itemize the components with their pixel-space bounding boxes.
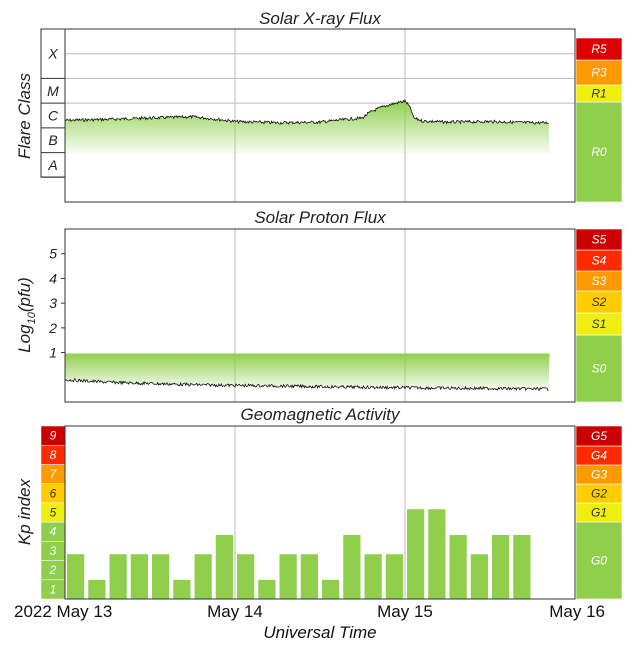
proton-tick-1: 1 <box>49 345 57 361</box>
scale-label: R0 <box>591 145 607 159</box>
kp-bar <box>173 579 191 599</box>
scale-label: S1 <box>592 317 607 331</box>
flare-class-c: C <box>48 108 59 124</box>
xray-flux-fill <box>65 100 550 154</box>
xray-y-label: Flare Class <box>15 73 34 159</box>
geomag-frame <box>64 425 576 600</box>
kp-bar <box>300 554 318 599</box>
scale-label: S2 <box>592 295 607 309</box>
kp-bar <box>109 554 127 599</box>
kp-bar <box>492 534 510 599</box>
kp-bar <box>343 534 361 599</box>
proton-flux-line <box>64 378 549 392</box>
kp-bar <box>279 554 297 599</box>
xray-frame <box>64 28 576 203</box>
kp-bar <box>194 554 212 599</box>
kp-bar <box>258 579 276 599</box>
proton-s-scale: S0 S1 S2 S3 S4 S5 <box>575 228 623 403</box>
geomag-grid <box>234 426 406 599</box>
x-axis-title: Universal Time <box>263 623 376 642</box>
flare-class-b: B <box>48 132 57 148</box>
scale-r5 <box>575 37 623 61</box>
proton-title: Solar Proton Flux <box>254 208 386 227</box>
scale-s0 <box>575 334 623 403</box>
x-axis-date-label: May 16 <box>549 602 605 621</box>
scale-label: R3 <box>591 66 607 80</box>
kp-bar <box>237 554 255 599</box>
kp-bar <box>470 554 488 599</box>
scale-g5 <box>575 425 623 447</box>
scale-label: S5 <box>592 233 607 247</box>
kp-level-label: 5 <box>50 506 57 520</box>
proton-y-ticks: 1 2 3 4 5 <box>48 246 65 361</box>
kp-bar <box>67 554 85 599</box>
flare-class-x: X <box>47 46 58 62</box>
scale-label: S4 <box>592 254 607 268</box>
x-axis-date-label: 2022 May 13 <box>14 602 112 621</box>
flare-class-m: M <box>47 83 59 99</box>
x-axis-date-label: May 15 <box>377 602 433 621</box>
kp-level-label: 6 <box>50 486 57 500</box>
kp-level-label: 4 <box>50 525 57 539</box>
scale-label: S0 <box>592 362 607 376</box>
scale-label: R1 <box>591 87 606 101</box>
xray-flux-line <box>64 99 549 125</box>
kp-bar <box>428 509 446 599</box>
proton-frame <box>64 228 576 403</box>
scale-s5 <box>575 228 623 251</box>
x-axis-date-label: May 14 <box>207 602 263 621</box>
scale-label: G2 <box>591 487 607 501</box>
scale-label: G5 <box>591 429 607 443</box>
flare-class-a: A <box>47 157 57 173</box>
scale-label: G0 <box>591 554 607 568</box>
scale-g0 <box>575 521 623 600</box>
kp-level-label: 7 <box>50 467 58 481</box>
proton-tick-4: 4 <box>49 270 57 286</box>
kp-level-label: 3 <box>50 544 57 558</box>
kp-bar <box>88 579 106 599</box>
kp-level-label: 1 <box>50 582 57 596</box>
geomag-y-label: Kp index <box>15 478 34 545</box>
xray-title: Solar X-ray Flux <box>259 9 381 28</box>
kp-bar <box>364 554 382 599</box>
proton-y-label: Log10(pfu) <box>15 277 38 353</box>
proton-flux-fill <box>65 353 550 391</box>
kp-level-label: 2 <box>49 563 57 577</box>
scale-label: G3 <box>591 468 607 482</box>
kp-bar <box>215 534 233 599</box>
kp-bar <box>152 554 170 599</box>
geomag-panel: Geomagnetic Activity Kp index 123456789 … <box>15 405 623 600</box>
scale-label: G1 <box>591 506 607 520</box>
scale-label: G4 <box>591 449 607 463</box>
scale-label: R5 <box>591 42 607 56</box>
proton-y-label-suffix: (pfu) <box>15 277 34 312</box>
kp-bar <box>385 554 403 599</box>
proton-tick-5: 5 <box>49 246 57 262</box>
kp-bar <box>130 554 148 599</box>
kp-level-label: 9 <box>50 429 57 443</box>
geomag-title: Geomagnetic Activity <box>240 405 401 424</box>
kp-bar <box>449 534 467 599</box>
scale-label: S3 <box>592 274 607 288</box>
xray-r-scale: R0 R1 R3 R5 <box>575 37 623 203</box>
kp-bars <box>67 509 531 599</box>
kp-bar <box>513 534 531 599</box>
kp-level-label: 8 <box>50 448 57 462</box>
scale-r0 <box>575 101 623 203</box>
x-axis-labels: 2022 May 13 May 14 May 15 May 16 <box>14 602 605 621</box>
proton-tick-3: 3 <box>49 295 57 311</box>
proton-y-label-prefix: Log <box>15 324 34 353</box>
kp-bar <box>407 509 425 599</box>
scale-r3 <box>575 59 623 86</box>
xray-grid <box>65 29 575 202</box>
proton-tick-2: 2 <box>48 320 57 336</box>
geomag-g-scale: G0 G1 G2 G3 G4 G5 <box>575 425 623 600</box>
kp-level-strip: 1 2 3 4 5 6 7 8 9 <box>40 425 66 600</box>
kp-bar <box>322 579 340 599</box>
proton-y-label-sub: 10 <box>26 311 38 324</box>
